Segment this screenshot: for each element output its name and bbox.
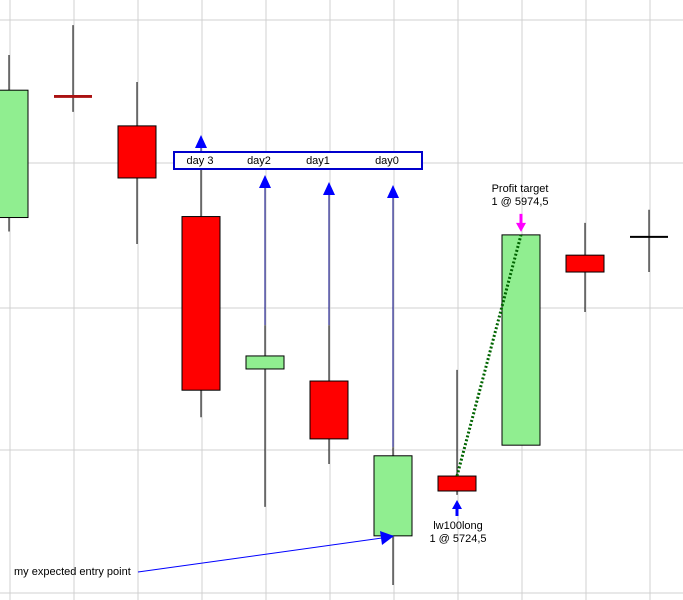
exit-arrow [516,213,526,232]
day-label: day0 [375,155,399,167]
trades: Profit target 1 @ 5974,5 lw100long 1 @ 5… [429,183,548,545]
candle-body [117,125,157,179]
day-arrow [195,135,207,148]
entry-label: 1 @ 5724,5 [429,533,486,545]
day-arrow [387,185,399,198]
day-label: day2 [247,155,271,167]
exit-name: Profit target [492,183,549,195]
exit-label: 1 @ 5974,5 [491,196,548,208]
entry-name: lw100long [433,520,483,532]
note-arrow [380,531,394,545]
candle-body [501,234,541,446]
entry-arrow [452,500,462,517]
candle-body [373,455,413,537]
day-arrow [323,182,335,195]
trade-line [455,234,523,477]
candles [0,25,668,586]
candle-body [437,475,477,492]
day-annotations: day 3 day2 day1 day0 [173,135,423,447]
day-box [173,151,423,170]
candle-body [181,216,221,391]
candle-body [309,380,349,440]
day-label: day1 [306,155,330,167]
candle-body [0,89,29,219]
candle-body [565,254,605,273]
day-label: day 3 [187,155,214,167]
entry-note: my expected entry point [14,531,394,578]
day-arrow [259,175,271,188]
note-line [137,537,383,573]
note-text: my expected entry point [14,566,131,578]
candle-body [245,355,285,370]
